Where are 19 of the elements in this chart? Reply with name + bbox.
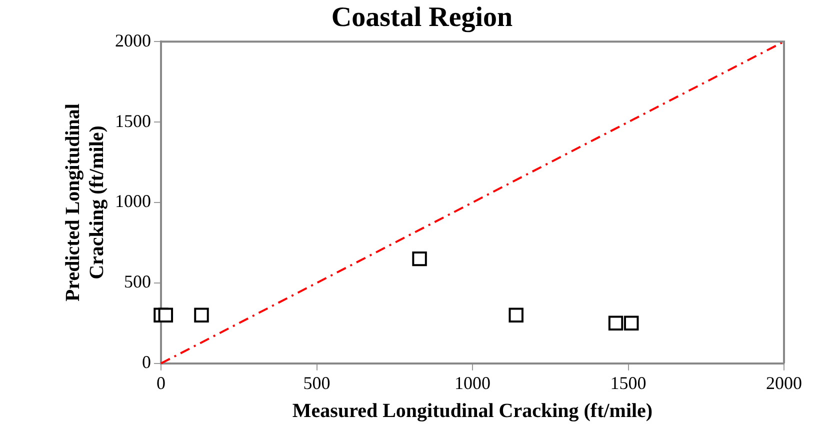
point (412, 251, 427, 266)
y-tick-label: 0 (142, 352, 151, 372)
y-tick-label: 2000 (115, 30, 151, 50)
point (194, 308, 209, 322)
x-tick-label: 1500 (610, 372, 646, 393)
y-tick-label: 500 (124, 272, 151, 292)
x-tick-label: 2000 (766, 372, 802, 393)
y-tick-label: 1000 (115, 191, 151, 212)
point (508, 308, 524, 322)
point (624, 316, 639, 331)
x-axis-title: Measured Longitudinal Cracking (ft/mile) (292, 400, 653, 422)
y-axis-title: Predicted Longitudinal Cracking (ft/mile) (62, 103, 108, 302)
chart-title: Coastal Region (331, 2, 514, 34)
x-tick-label: 1000 (454, 372, 490, 393)
point (608, 316, 624, 331)
x-tick-label: 500 (303, 372, 330, 393)
point (158, 308, 174, 322)
y-tick-label: 1500 (115, 110, 151, 131)
x-tick-label: 0 (156, 372, 166, 393)
